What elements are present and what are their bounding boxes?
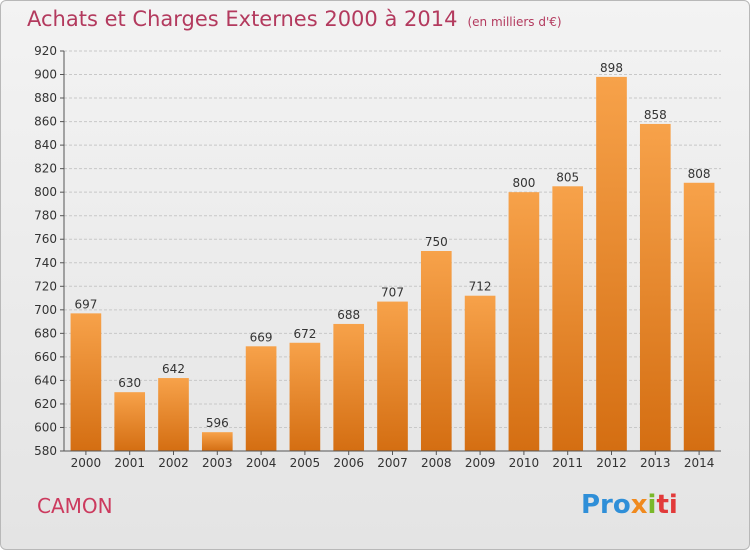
y-tick-label: 640 bbox=[34, 373, 57, 387]
x-tick-label-2001: 2001 bbox=[114, 456, 145, 470]
y-tick-label: 800 bbox=[34, 185, 57, 199]
y-tick-label: 860 bbox=[34, 115, 57, 129]
bar-2000 bbox=[70, 313, 102, 451]
data-label-2004: 669 bbox=[250, 330, 273, 344]
bar-2007 bbox=[377, 301, 408, 451]
logo-part-3: i bbox=[647, 490, 657, 520]
y-tick-label: 700 bbox=[34, 303, 57, 317]
y-tick-label: 600 bbox=[34, 420, 57, 434]
chart-unit: (en milliers d'€) bbox=[467, 15, 562, 29]
x-tick-label-2009: 2009 bbox=[465, 456, 496, 470]
proxiti-logo: Proxiti bbox=[581, 490, 678, 520]
logo-part-2: x bbox=[630, 490, 648, 520]
y-tick-label: 780 bbox=[34, 209, 57, 223]
chart-title: Achats et Charges Externes 2000 à 2014 (e… bbox=[27, 7, 562, 31]
x-tick-label-2008: 2008 bbox=[421, 456, 452, 470]
bar-2009 bbox=[464, 295, 496, 451]
bar-2006 bbox=[333, 323, 365, 451]
y-tick-label: 840 bbox=[34, 138, 57, 152]
x-tick-label-2010: 2010 bbox=[509, 456, 540, 470]
x-tick-label-2004: 2004 bbox=[246, 456, 277, 470]
data-label-2013: 858 bbox=[644, 108, 667, 122]
y-tick-label: 920 bbox=[34, 44, 57, 58]
data-label-2007: 707 bbox=[381, 286, 404, 300]
y-tick-label: 740 bbox=[34, 256, 57, 270]
bar-2001 bbox=[114, 392, 146, 451]
data-label-2014: 808 bbox=[688, 167, 711, 181]
data-label-2008: 750 bbox=[425, 235, 448, 249]
data-label-2006: 688 bbox=[337, 308, 360, 322]
bar-2005 bbox=[289, 342, 321, 451]
data-label-2003: 596 bbox=[206, 416, 229, 430]
bar-2004 bbox=[245, 346, 277, 451]
data-label-2010: 800 bbox=[512, 176, 535, 190]
bar-2012 bbox=[596, 76, 627, 451]
y-tick-label: 620 bbox=[34, 397, 57, 411]
chart-title-text: Achats et Charges Externes 2000 à 2014 bbox=[27, 7, 458, 31]
data-label-2005: 672 bbox=[293, 327, 316, 341]
city-name: CAMON bbox=[37, 494, 113, 518]
bars: 697 630 642 596 669 672 688 707 750 712 800 805 898 8… bbox=[70, 61, 715, 452]
y-tick-label: 680 bbox=[34, 326, 57, 340]
data-label-2002: 642 bbox=[162, 362, 185, 376]
x-tick-label-2003: 2003 bbox=[202, 456, 233, 470]
bar-2002 bbox=[158, 378, 189, 451]
data-label-2001: 630 bbox=[118, 376, 141, 390]
x-tick-label-2011: 2011 bbox=[552, 456, 583, 470]
data-label-2009: 712 bbox=[469, 280, 492, 294]
bar-2010 bbox=[508, 192, 540, 452]
bar-2008 bbox=[420, 251, 452, 451]
x-tick-label-2006: 2006 bbox=[333, 456, 364, 470]
y-tick-label: 720 bbox=[34, 279, 57, 293]
bar-2013 bbox=[639, 123, 671, 452]
bar-2003 bbox=[201, 432, 233, 451]
bar-2014 bbox=[683, 182, 715, 451]
bar-2011 bbox=[552, 186, 584, 451]
data-label-2011: 805 bbox=[556, 170, 579, 184]
x-tick-label-2000: 2000 bbox=[71, 456, 102, 470]
x-tick-label-2012: 2012 bbox=[596, 456, 627, 470]
x-tick-label-2005: 2005 bbox=[290, 456, 321, 470]
axes: 580 600 620 640 660 680 700 720 740 760 780 800 820 8… bbox=[34, 44, 721, 470]
data-label-2012: 898 bbox=[600, 61, 623, 75]
data-label-2000: 697 bbox=[74, 297, 97, 311]
x-tick-label-2002: 2002 bbox=[158, 456, 189, 470]
logo-part-4: ti bbox=[656, 490, 678, 520]
y-tick-label: 660 bbox=[34, 350, 57, 364]
y-tick-label: 580 bbox=[34, 444, 57, 458]
y-tick-label: 900 bbox=[34, 68, 57, 82]
x-tick-label-2013: 2013 bbox=[640, 456, 671, 470]
y-tick-label: 880 bbox=[34, 91, 57, 105]
y-tick-label: 760 bbox=[34, 232, 57, 246]
y-tick-label: 820 bbox=[34, 162, 57, 176]
logo-part-1: Pro bbox=[581, 490, 631, 520]
x-tick-label-2014: 2014 bbox=[684, 456, 715, 470]
x-tick-label-2007: 2007 bbox=[377, 456, 408, 470]
